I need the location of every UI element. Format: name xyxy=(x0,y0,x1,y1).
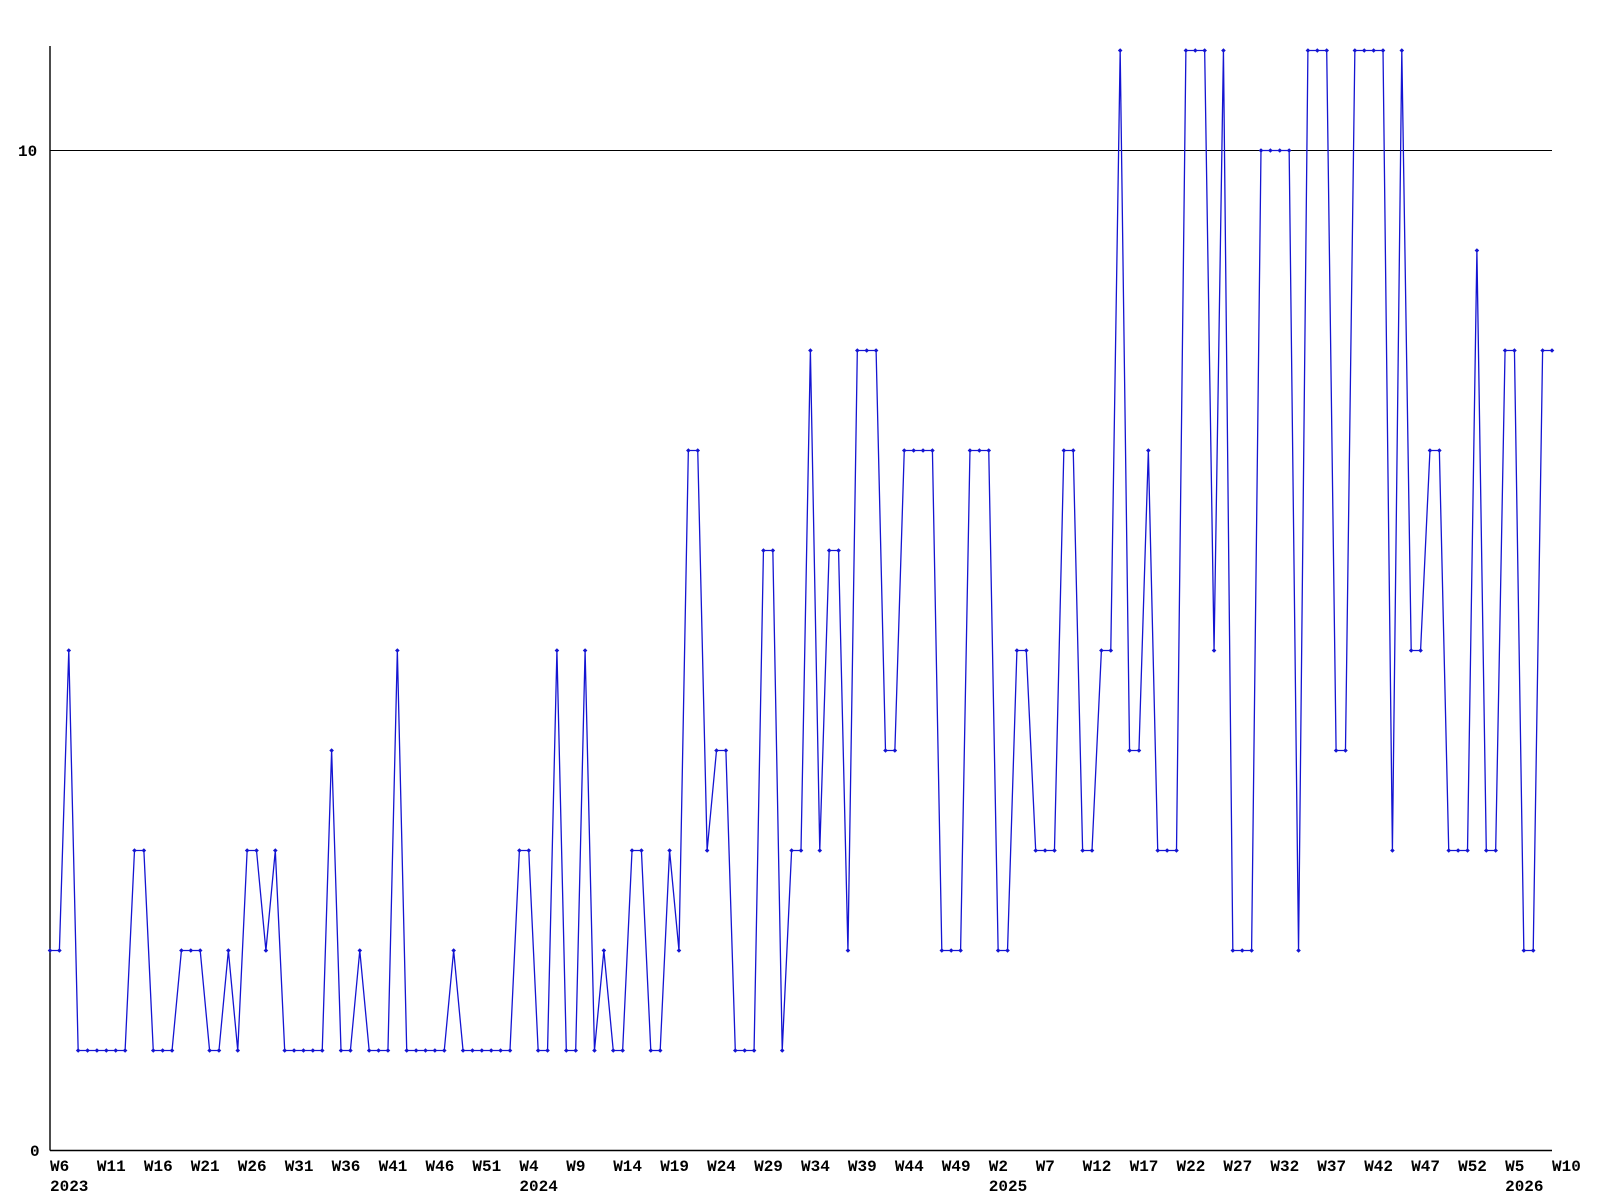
svg-text:W7: W7 xyxy=(1036,1158,1055,1176)
svg-text:0: 0 xyxy=(30,1143,40,1161)
svg-text:W6: W6 xyxy=(50,1158,69,1176)
svg-text:W11: W11 xyxy=(97,1158,126,1176)
svg-text:W9: W9 xyxy=(566,1158,585,1176)
svg-text:W49: W49 xyxy=(942,1158,971,1176)
svg-text:2025: 2025 xyxy=(989,1178,1027,1196)
svg-text:W5: W5 xyxy=(1505,1158,1524,1176)
svg-text:W10: W10 xyxy=(1552,1158,1581,1176)
svg-text:W27: W27 xyxy=(1223,1158,1252,1176)
svg-text:W46: W46 xyxy=(426,1158,455,1176)
svg-text:W22: W22 xyxy=(1177,1158,1206,1176)
svg-text:W34: W34 xyxy=(801,1158,830,1176)
svg-text:W17: W17 xyxy=(1130,1158,1159,1176)
svg-text:W2: W2 xyxy=(989,1158,1008,1176)
svg-text:W41: W41 xyxy=(379,1158,408,1176)
svg-text:W29: W29 xyxy=(754,1158,783,1176)
svg-text:W14: W14 xyxy=(613,1158,642,1176)
svg-text:W31: W31 xyxy=(285,1158,314,1176)
svg-text:W4: W4 xyxy=(519,1158,539,1176)
svg-text:W39: W39 xyxy=(848,1158,877,1176)
svg-text:W24: W24 xyxy=(707,1158,736,1176)
svg-text:W32: W32 xyxy=(1270,1158,1299,1176)
svg-text:W16: W16 xyxy=(144,1158,173,1176)
svg-text:2024: 2024 xyxy=(519,1178,558,1196)
svg-text:W52: W52 xyxy=(1458,1158,1487,1176)
svg-text:W47: W47 xyxy=(1411,1158,1440,1176)
svg-text:W21: W21 xyxy=(191,1158,220,1176)
svg-text:2026: 2026 xyxy=(1505,1178,1543,1196)
svg-text:W36: W36 xyxy=(332,1158,361,1176)
svg-text:W19: W19 xyxy=(660,1158,689,1176)
svg-text:W37: W37 xyxy=(1317,1158,1346,1176)
svg-text:W42: W42 xyxy=(1364,1158,1393,1176)
svg-text:10: 10 xyxy=(18,143,37,161)
svg-text:W44: W44 xyxy=(895,1158,924,1176)
svg-text:2023: 2023 xyxy=(50,1178,88,1196)
svg-text:W12: W12 xyxy=(1083,1158,1112,1176)
svg-text:W26: W26 xyxy=(238,1158,267,1176)
svg-text:W51: W51 xyxy=(472,1158,501,1176)
